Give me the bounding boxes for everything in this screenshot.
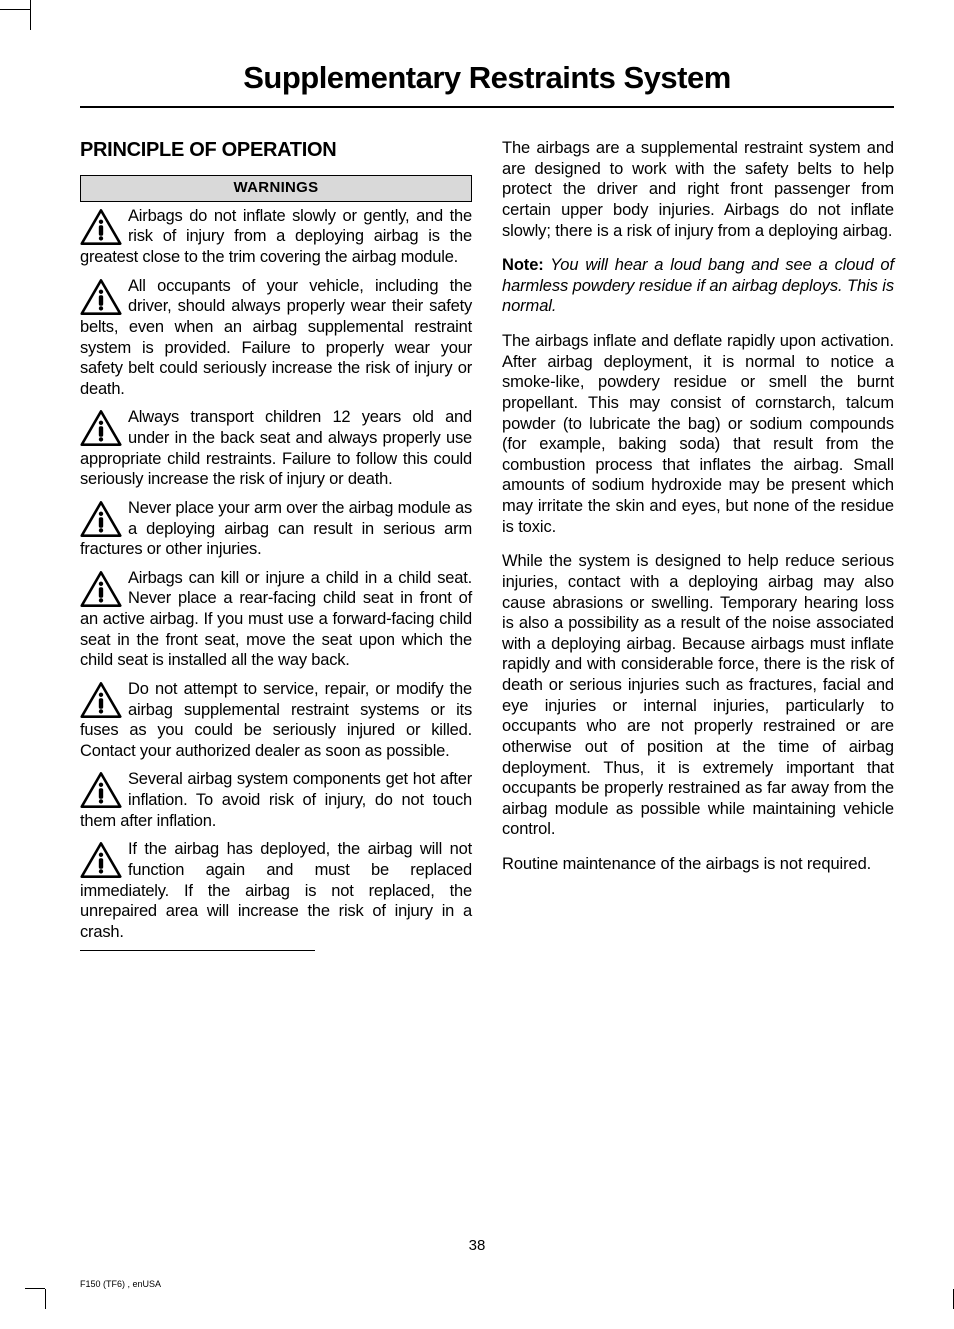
warning-text: Always transport children 12 years old a… [80,408,472,488]
warning-triangle-icon [80,771,122,809]
chapter-title: Supplementary Restraints System [80,60,894,108]
warning-triangle-icon [80,208,122,246]
warning-item: Airbags can kill or injure a child in a … [80,568,472,671]
note-label: Note: [502,256,544,274]
left-column: PRINCIPLE OF OPERATION WARNINGS Airbags … [80,138,472,961]
warning-text: Several airbag system components get hot… [80,770,472,829]
footer-text: F150 (TF6) , enUSA [80,1279,161,1289]
body-paragraph: Routine maintenance of the airbags is no… [502,854,894,875]
warning-triangle-icon [80,409,122,447]
note-body: You will hear a loud bang and see a clou… [502,256,894,315]
warning-item: All occupants of your vehicle, including… [80,276,472,400]
warning-text: Do not attempt to service, repair, or mo… [80,680,472,760]
warnings-header: WARNINGS [80,175,472,202]
warning-text: If the airbag has deployed, the airbag w… [80,840,472,941]
warning-item: If the airbag has deployed, the airbag w… [80,839,472,942]
warning-text: Airbags can kill or injure a child in a … [80,569,472,670]
body-paragraph: While the system is designed to help red… [502,551,894,840]
body-paragraph: The airbags inflate and deflate rapidly … [502,331,894,537]
warning-triangle-icon [80,681,122,719]
warnings-end-rule [80,950,315,951]
page-number: 38 [0,1237,954,1254]
warning-triangle-icon [80,278,122,316]
warning-text: Never place your arm over the airbag mod… [80,499,472,558]
warning-item: Do not attempt to service, repair, or mo… [80,679,472,762]
warning-item: Never place your arm over the airbag mod… [80,498,472,560]
right-column: The airbags are a supplemental restraint… [502,138,894,961]
warning-item: Several airbag system components get hot… [80,769,472,831]
body-paragraph: The airbags are a supplemental restraint… [502,138,894,241]
warning-item: Always transport children 12 years old a… [80,407,472,490]
warning-item: Airbags do not inflate slowly or gently,… [80,206,472,268]
warning-triangle-icon [80,570,122,608]
warning-triangle-icon [80,500,122,538]
two-column-layout: PRINCIPLE OF OPERATION WARNINGS Airbags … [80,138,894,961]
note-paragraph: Note: You will hear a loud bang and see … [502,255,894,317]
warning-triangle-icon [80,841,122,879]
warning-text: All occupants of your vehicle, including… [80,277,472,398]
warning-text: Airbags do not inflate slowly or gently,… [80,207,472,266]
section-heading: PRINCIPLE OF OPERATION [80,138,472,163]
